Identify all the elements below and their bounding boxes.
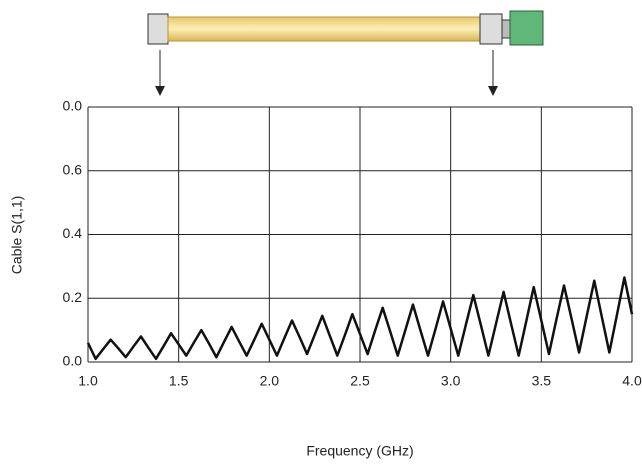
y-tick-label: 0.4 — [63, 225, 83, 241]
cable — [167, 16, 481, 42]
load — [509, 10, 544, 46]
x-tick-label: 2.0 — [260, 373, 280, 389]
y-tick-label: 0.0 — [63, 353, 83, 369]
y-axis-label: Cable S(1,1) — [9, 196, 25, 275]
cable-illustration — [147, 10, 544, 96]
y-tick-label: 0.6 — [63, 161, 83, 177]
x-tick-label: 1.0 — [78, 373, 98, 389]
arrow-head — [155, 86, 165, 96]
x-tick-label: 1.5 — [169, 373, 189, 389]
data-line — [86, 276, 634, 361]
connector — [147, 13, 169, 45]
x-tick-label: 3.0 — [441, 373, 461, 389]
x-tick-label: 4.0 — [622, 373, 642, 389]
y-tick-label: 0.0 — [63, 98, 83, 114]
y-tick-label: 0.2 — [63, 289, 83, 305]
x-tick-label: 2.5 — [350, 373, 370, 389]
arrow-head — [488, 86, 498, 96]
adapter — [501, 19, 511, 39]
connector — [479, 13, 503, 45]
x-axis-label: Frequency (GHz) — [306, 443, 413, 459]
x-tick-label: 3.5 — [532, 373, 552, 389]
